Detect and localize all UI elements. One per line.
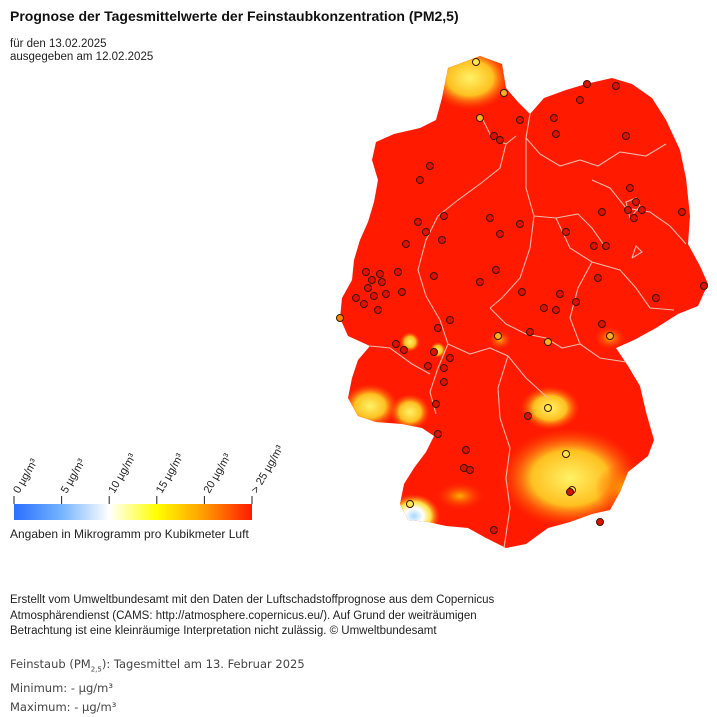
- legend-tick-label: 20 µg/m³: [202, 451, 234, 495]
- legend-tick-label: 0 µg/m³: [11, 457, 40, 496]
- legend-tick-label: 15 µg/m³: [154, 451, 186, 495]
- legend-unit-note: Angaben in Mikrogramm pro Kubikmeter Luf…: [10, 527, 249, 541]
- legend-tick-label: 5 µg/m³: [59, 457, 88, 496]
- credits-line: Atmosphärendienst (CAMS: http://atmosphe…: [10, 609, 477, 622]
- credits-line: Betrachtung ist eine kleinräumige Interp…: [10, 625, 437, 637]
- legend-tick-label: > 25 µg/m³: [249, 443, 286, 495]
- measurement-stations: [336, 58, 708, 534]
- color-legend: 0 µg/m³ 5 µg/m³ 10 µg/m³ 15 µg/m³ 20 µg/…: [11, 443, 286, 520]
- page-title: Prognose der Tagesmittelwerte der Feinst…: [10, 8, 459, 24]
- credits-line: Erstellt vom Umweltbundesamt mit den Dat…: [10, 594, 495, 606]
- minimum-value: Minimum: - µg/m³: [10, 681, 113, 696]
- stats-block: Feinstaub (PM2,5): Tagesmittel am 13. Fe…: [10, 655, 305, 717]
- germany-map: [336, 56, 708, 549]
- pollutant-label: Feinstaub (PM2,5): Tagesmittel am 13. Fe…: [10, 657, 305, 674]
- maximum-value: Maximum: - µg/m³: [10, 700, 117, 715]
- issued-date: ausgegeben am 12.02.2025: [10, 51, 154, 63]
- credits-text: Erstellt vom Umweltbundesamt mit den Dat…: [10, 593, 610, 640]
- forecast-date: für den 13.02.2025: [10, 38, 107, 50]
- legend-color-bar: [14, 504, 252, 520]
- legend-tick-label: 10 µg/m³: [106, 451, 138, 495]
